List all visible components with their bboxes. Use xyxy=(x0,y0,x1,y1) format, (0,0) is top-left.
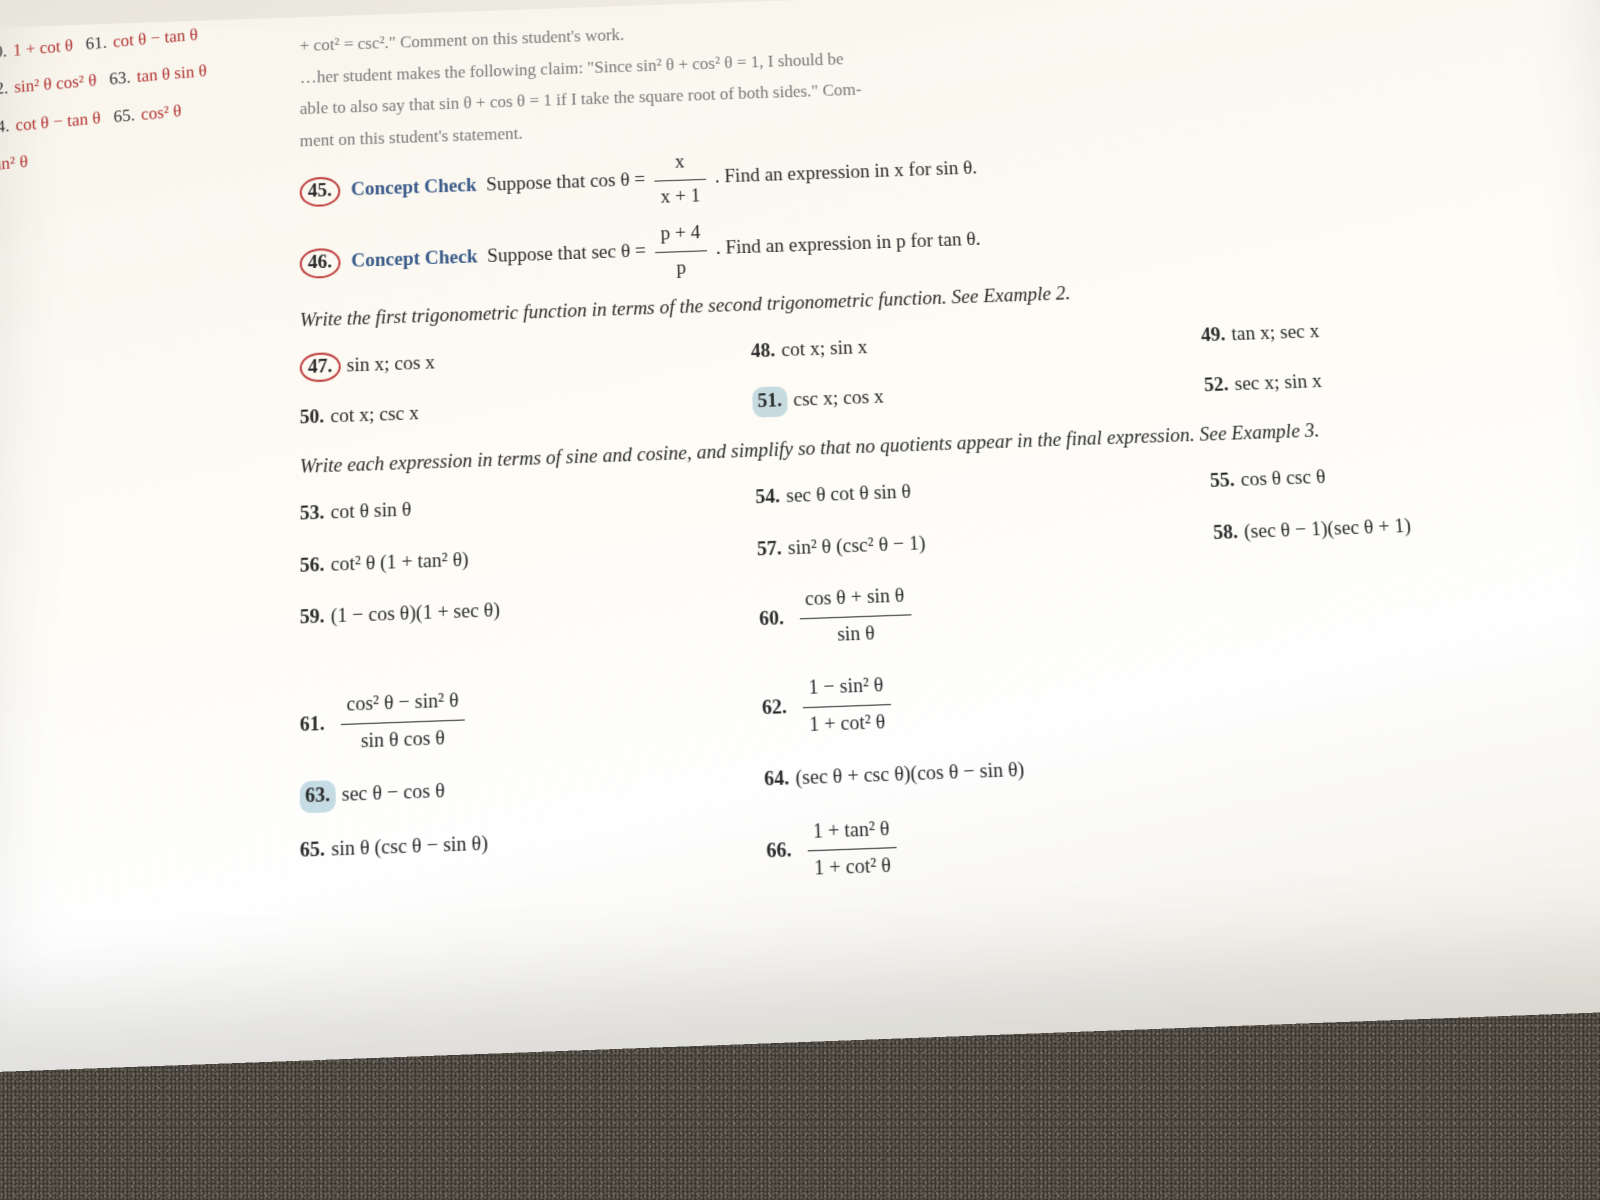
frac-num: 1 − sin² θ xyxy=(801,670,891,707)
circled-number: 47. xyxy=(300,351,341,382)
problem-text: Suppose that sec θ = xyxy=(487,240,651,267)
problem-number: 65. xyxy=(300,838,325,862)
ans-expr: tan θ sin θ xyxy=(136,61,207,86)
problem-text: cos θ csc θ xyxy=(1240,466,1326,491)
problem-number: 66. xyxy=(766,839,792,863)
problem-text: sin x; cos x xyxy=(347,351,435,376)
highlighted-number: 63. xyxy=(300,780,336,813)
frac-num: cos θ + sin θ xyxy=(798,581,911,619)
problem-text: . Find an expression in x for sin θ. xyxy=(715,158,978,188)
ans-num: 61. xyxy=(85,33,107,54)
problem-number: 57. xyxy=(757,537,782,560)
textbook-page: 60. 1 + cot θ 61. cot θ − tan θ 62. sin² θ … xyxy=(0,0,1600,1073)
ans-num: 62. xyxy=(0,79,8,100)
problem-text: . Find an expression in p for tan θ. xyxy=(716,229,981,260)
problem-number: 54. xyxy=(755,486,780,509)
problem-text: sec x; sin x xyxy=(1234,371,1323,396)
problem-text: (1 − cos θ)(1 + sec θ) xyxy=(331,599,500,628)
problem-number: 48. xyxy=(751,339,776,362)
frac-den: sin θ xyxy=(799,615,912,652)
ans-expr: sin² θ cos² θ xyxy=(14,71,97,97)
circled-number: 45. xyxy=(300,177,340,208)
problem-text: cot θ sin θ xyxy=(331,499,412,524)
ans-expr: cos² θ xyxy=(141,101,182,124)
problem-text: cot x; sin x xyxy=(781,336,868,361)
frac-num: cos² θ − sin² θ xyxy=(340,686,465,725)
answer-margin: 60. 1 + cot θ 61. cot θ − tan θ 62. sin² θ … xyxy=(0,14,223,184)
circled-number: 46. xyxy=(300,248,341,279)
frac-den: x + 1 xyxy=(654,179,707,212)
problem-number: 62. xyxy=(762,695,788,719)
frac-num: p + 4 xyxy=(654,219,707,253)
ans-expr: 1 + cot θ xyxy=(13,36,74,60)
problem-text: sec θ − cos θ xyxy=(342,780,445,807)
frac-den: sin θ cos θ xyxy=(340,720,465,758)
concept-check-label: Concept Check xyxy=(351,246,478,272)
problem-text: (sec θ − 1)(sec θ + 1) xyxy=(1243,515,1411,543)
frac-den: p xyxy=(655,251,708,284)
problem-text: sin² θ (csc² θ − 1) xyxy=(788,532,926,559)
problem-text: Suppose that cos θ = xyxy=(486,169,650,196)
ans-num: 63. xyxy=(109,68,131,89)
problem-number: 55. xyxy=(1209,469,1235,492)
problem-text: (sec θ + csc θ)(cos θ − sin θ) xyxy=(795,759,1025,790)
frac-num: x xyxy=(653,147,706,181)
frac-den: 1 + cot² θ xyxy=(807,848,898,885)
problem-text: sec θ cot θ sin θ xyxy=(786,481,912,508)
problem-number: 59. xyxy=(300,605,325,629)
problem-number: 49. xyxy=(1200,323,1226,346)
problem-number: 61. xyxy=(300,712,325,736)
problem-text: cot x; csc x xyxy=(330,403,419,428)
ans-num: 64. xyxy=(0,116,10,137)
problem-number: 50. xyxy=(300,406,324,429)
problem-text: sin θ (csc θ − sin θ) xyxy=(331,832,488,861)
ans-num: 60. xyxy=(0,41,7,62)
ans-expr: cot θ − tan θ xyxy=(113,25,198,51)
problem-text: cot² θ (1 + tan² θ) xyxy=(331,548,469,575)
problem-text: csc x; cos x xyxy=(793,386,884,411)
problem-number: 64. xyxy=(764,767,790,791)
problem-text: tan x; sec x xyxy=(1231,320,1320,345)
problem-number: 52. xyxy=(1203,374,1229,397)
highlighted-number: 51. xyxy=(752,386,788,417)
page-content: + cot² = csc²." Comment on this student'… xyxy=(300,0,1600,913)
problem-number: 53. xyxy=(300,502,325,525)
ans-num: 65. xyxy=(113,105,135,126)
frac-num: 1 + tan² θ xyxy=(806,813,897,851)
concept-check-label: Concept Check xyxy=(351,175,477,201)
problem-number: 58. xyxy=(1213,521,1239,544)
problem-number: 60. xyxy=(759,607,784,631)
ans-expr: cot θ − tan θ xyxy=(15,108,101,134)
problem-number: 56. xyxy=(300,553,325,576)
frac-den: 1 + cot² θ xyxy=(802,705,892,742)
ans-expr: tan² θ xyxy=(0,152,28,175)
